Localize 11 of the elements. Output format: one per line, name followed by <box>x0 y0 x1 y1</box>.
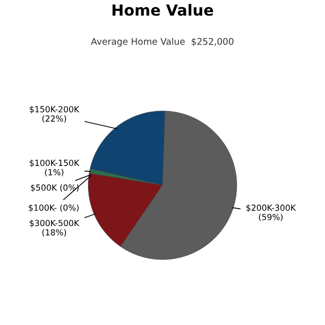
slice-label: $200K-300K <box>246 204 296 212</box>
slice-label: $150K-200K <box>30 106 80 114</box>
chart-title: Home Value <box>112 4 214 16</box>
data-label: (22%) <box>42 115 66 123</box>
data-label: (1%) <box>45 168 64 176</box>
slice-label: $300K-500K <box>30 220 80 228</box>
category-label: $100K- (0%) <box>28 204 79 212</box>
slice-label: $100K-150K <box>30 160 80 168</box>
data-label: (18%) <box>42 229 66 236</box>
data-label: (59%) <box>258 214 283 222</box>
chart-subtitle: Average Home Value $252,000 <box>91 38 234 47</box>
